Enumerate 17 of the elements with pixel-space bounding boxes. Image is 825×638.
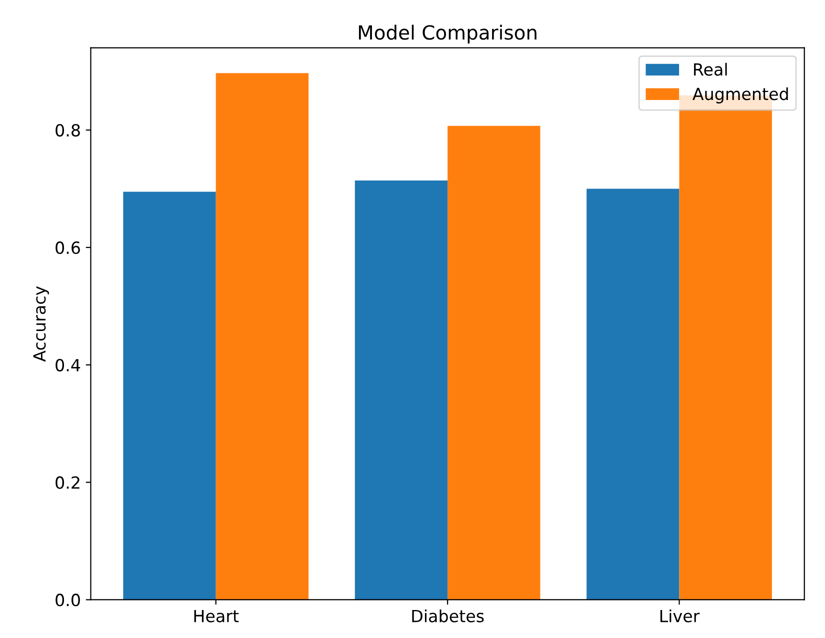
- x-tick-label: Heart: [194, 610, 239, 622]
- x-tick-label: Liver: [660, 609, 700, 622]
- bar: [216, 73, 309, 600]
- y-tick-label: 0.6: [56, 241, 80, 254]
- bar: [586, 188, 680, 600]
- bar: [354, 180, 448, 600]
- y-axis-title: Accuracy: [33, 286, 49, 362]
- chart-title: Model Comparison: [358, 24, 536, 44]
- y-tick-label: 0.0: [56, 594, 80, 606]
- y-tick-label: 0.4: [56, 358, 80, 372]
- bar: [123, 192, 216, 600]
- bar: [448, 126, 540, 600]
- y-tick-label: 0.2: [56, 476, 80, 489]
- legend-label: Real: [694, 62, 727, 76]
- x-tick-label: Diabetes: [412, 609, 484, 622]
- y-tick-label: 0.8: [56, 124, 80, 137]
- legend-label: Augmented: [692, 87, 788, 104]
